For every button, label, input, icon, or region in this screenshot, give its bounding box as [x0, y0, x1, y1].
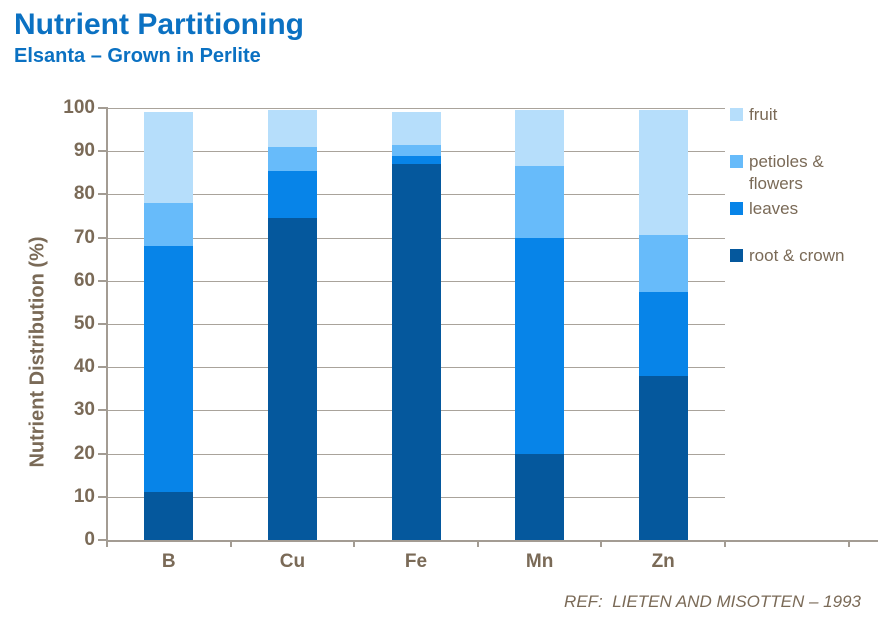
y-tick-20 [98, 452, 107, 455]
x-tick-label-zn: Zn [651, 551, 675, 572]
chart-legend: fruit petioles & flowers leaves root & crow… [730, 104, 885, 292]
legend-label-root-crown: root & crown [749, 246, 845, 265]
x-tick-label-b: B [161, 551, 176, 572]
bar-segment-mn-root-crown [515, 453, 565, 540]
y-tick-label-0: 0 [84, 529, 95, 550]
y-tick-100 [98, 107, 107, 109]
legend-item-petioles-flowers: petioles & flowers [730, 151, 885, 198]
bar-segment-mn-petioles-flowers [515, 166, 565, 238]
bar-segment-b-leaves [144, 246, 194, 493]
bar-segment-zn-petioles-flowers [638, 235, 688, 292]
legend-label-petioles-flowers: petioles & flowers [749, 152, 824, 193]
y-tick-70 [98, 236, 107, 239]
x-tick-label-mn: Mn [525, 551, 554, 572]
gridline-100 [107, 108, 725, 109]
legend-item-root-crown: root & crown [730, 245, 885, 292]
bar-segment-zn-leaves [638, 291, 688, 376]
bar-segment-cu-leaves [267, 170, 317, 219]
y-tick-60 [98, 279, 107, 282]
bar-segment-cu-root-crown [267, 218, 317, 540]
bar-segment-b-root-crown [144, 492, 194, 540]
legend-swatch-root-crown [730, 249, 743, 262]
y-tick-label-10: 10 [73, 485, 95, 507]
legend-item-leaves: leaves [730, 198, 885, 245]
x-tick-label-fe: Fe [404, 551, 428, 572]
bar-segment-fe-root-crown [391, 164, 441, 540]
x-tick-1 [229, 542, 232, 547]
y-tick-50 [98, 323, 107, 325]
bar-segment-fe-leaves [391, 155, 441, 165]
y-tick-label-30: 30 [73, 399, 95, 421]
y-tick-label-70: 70 [73, 226, 95, 248]
y-tick-40 [98, 366, 107, 369]
x-tick-label-cu: Cu [279, 551, 306, 572]
page-subtitle: Elsanta – Grown in Perlite [14, 45, 261, 67]
bar-segment-b-fruit [144, 112, 194, 204]
y-axis-line [106, 107, 108, 541]
y-tick-label-40: 40 [73, 356, 95, 378]
x-tick-4 [600, 542, 603, 547]
y-tick-label-50: 50 [73, 313, 95, 334]
page-title: Nutrient Partitioning [14, 8, 304, 41]
y-tick-label-60: 60 [73, 269, 95, 291]
legend-item-fruit: fruit [730, 104, 885, 151]
bar-segment-cu-petioles-flowers [267, 146, 317, 171]
x-tick-0 [106, 542, 108, 547]
y-tick-label-20: 20 [73, 442, 95, 464]
y-tick-label-90: 90 [73, 140, 95, 162]
y-tick-90 [98, 150, 107, 153]
legend-label-fruit: fruit [749, 105, 778, 124]
x-axis-line [106, 540, 878, 542]
x-tick-3 [476, 542, 479, 547]
y-tick-10 [98, 495, 107, 498]
y-tick-label-80: 80 [73, 183, 95, 205]
legend-swatch-fruit [730, 108, 743, 121]
y-tick-label-100: 100 [63, 97, 95, 118]
bar-segment-mn-fruit [515, 110, 565, 167]
bar-segment-mn-leaves [515, 237, 565, 454]
x-tick-6 [847, 542, 850, 547]
bar-segment-b-petioles-flowers [144, 203, 194, 247]
bar-segment-cu-fruit [267, 110, 317, 147]
legend-swatch-petioles-flowers [730, 155, 743, 168]
x-tick-2 [353, 542, 356, 547]
y-tick-0 [98, 539, 107, 541]
bar-segment-zn-root-crown [638, 375, 688, 540]
y-tick-80 [98, 193, 107, 196]
bar-segment-zn-fruit [638, 110, 688, 236]
reference-note: REF: LIETEN AND MISOTTEN – 1993 [564, 592, 861, 611]
legend-swatch-leaves [730, 202, 743, 215]
y-tick-30 [98, 409, 107, 412]
x-tick-5 [724, 542, 726, 547]
legend-label-leaves: leaves [749, 199, 799, 218]
bar-segment-fe-petioles-flowers [391, 144, 441, 156]
bar-segment-fe-fruit [391, 112, 441, 145]
